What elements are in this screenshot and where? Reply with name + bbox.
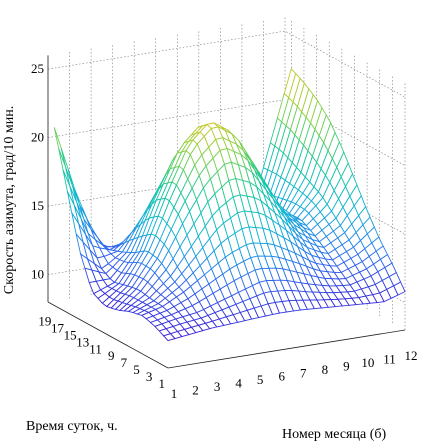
y-tick-label: 15 [64,327,77,342]
grid-line [47,30,406,98]
x-tick-label: 7 [300,365,307,380]
x-axis-line [167,329,406,369]
x-tick-label: 9 [343,358,350,373]
x-axis-label: Номер месяца (б) [282,427,386,441]
y-tick-label: 19 [38,313,51,328]
y-tick-label: 17 [51,320,65,335]
z-tick-label: 20 [31,130,44,145]
y-tick-label: 7 [121,355,128,370]
x-tick-label: 10 [361,355,374,370]
x-tick-label: 4 [235,376,242,391]
y-tick-label: 1 [159,376,166,391]
x-tick-label: 8 [322,362,329,377]
y-axis-label: Время суток, ч. [26,419,118,434]
surface-mesh [53,67,406,342]
z-tick-label: 10 [31,267,44,282]
x-tick-label: 3 [214,379,221,394]
x-tick-label: 2 [192,383,199,398]
z-axis-label: Скорость азимута, град/10 мин. [2,106,17,294]
x-tick-label: 5 [257,372,264,387]
x-tick-label: 1 [171,386,178,401]
y-tick-label: 13 [76,334,89,349]
y-tick-label: 5 [133,362,140,377]
y-tick-label: 11 [89,341,102,356]
x-tick-label: 11 [383,351,396,366]
z-tick-label: 15 [31,198,44,213]
x-tick-label: 12 [405,348,418,363]
y-tick-label: 3 [146,369,153,384]
surface-cell [393,281,406,296]
y-tick-label: 9 [108,348,115,363]
y-axis-line [47,301,169,369]
z-tick-label: 25 [31,61,44,76]
x-tick-label: 6 [278,369,285,384]
